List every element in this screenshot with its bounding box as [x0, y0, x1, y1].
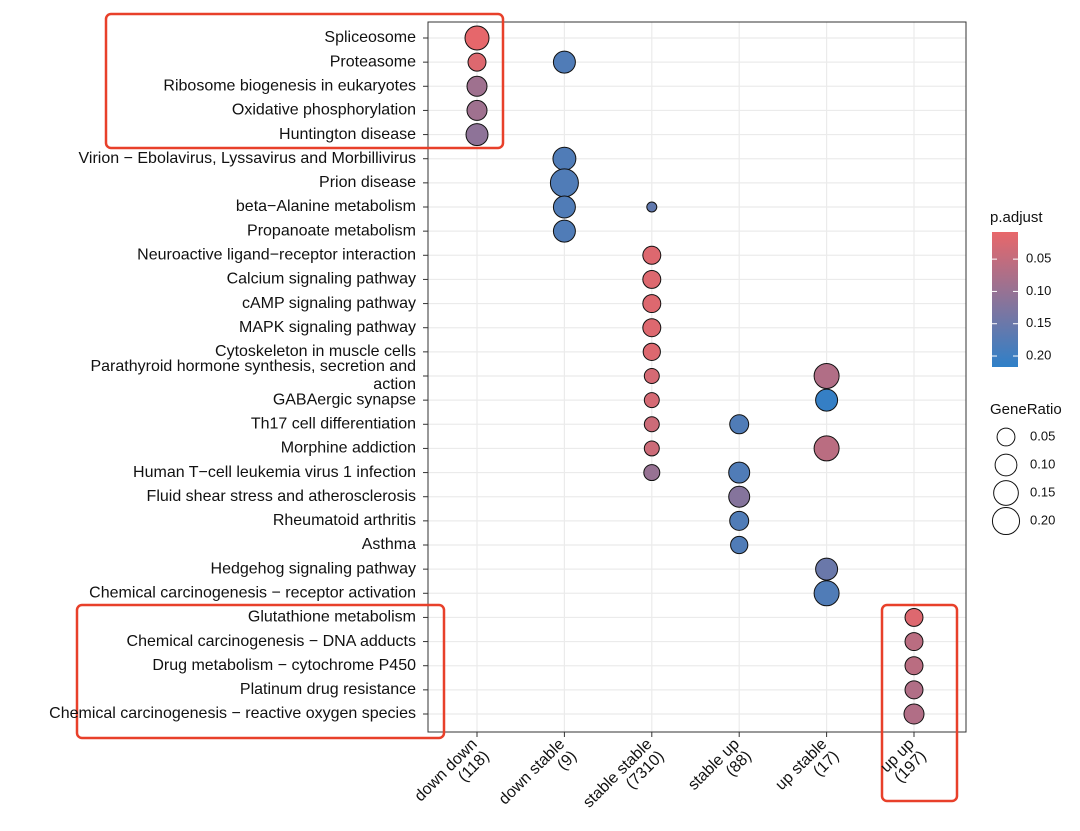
legend-label: 0.15: [1026, 315, 1051, 330]
dot: [730, 535, 749, 555]
y-tick-label: Chemical carcinogenesis − DNA adducts: [127, 633, 416, 650]
panel-border: [427, 21, 967, 733]
legend-title: p.adjust: [990, 209, 1043, 226]
y-tick-label: Fluid shear stress and atherosclerosis: [147, 488, 416, 505]
y-tick-label: Chemical carcinogenesis − reactive oxyge…: [49, 705, 416, 722]
y-tick-label: action: [373, 376, 416, 393]
dot: [549, 168, 579, 198]
dot: [642, 342, 661, 361]
x-tick-label: down stable: [496, 736, 568, 808]
legend-label: 0.10: [1026, 283, 1051, 298]
y-tick-label: MAPK signaling pathway: [239, 319, 416, 336]
dot: [467, 52, 487, 72]
y-tick-label: Oxidative phosphorylation: [232, 102, 416, 119]
dot: [466, 99, 488, 121]
dot: [904, 680, 924, 700]
dot: [813, 362, 840, 390]
y-tick-label: Asthma: [362, 536, 416, 553]
legend-label: 0.15: [1030, 484, 1055, 499]
legend-title: GeneRatio: [990, 401, 1062, 418]
dot: [642, 245, 662, 265]
dot: [552, 195, 576, 219]
x-tick-label-group: stable stable(7310): [580, 736, 668, 812]
legend-dot: [996, 427, 1016, 447]
dot: [815, 388, 839, 412]
dot: [813, 580, 840, 607]
dot: [552, 50, 576, 74]
dot: [466, 75, 488, 97]
y-tick-label: Drug metabolism − cytochrome P450: [152, 657, 416, 674]
dot: [815, 557, 839, 581]
highlight-box: [75, 603, 446, 740]
legend-label: 0.05: [1030, 428, 1055, 443]
panel: [428, 22, 966, 732]
highlight-box: [880, 603, 959, 803]
y-tick-label: Propanoate metabolism: [247, 222, 416, 239]
dot: [729, 510, 750, 531]
x-tick-label-group: stable up(88): [685, 736, 755, 794]
y-tick-label: Human T−cell leukemia virus 1 infection: [133, 464, 416, 481]
y-tick-label: Cytoskeleton in muscle cells: [215, 343, 416, 360]
legend-dot: [994, 453, 1018, 477]
y-tick-label: Hedgehog signaling pathway: [211, 560, 416, 577]
dot: [904, 607, 924, 627]
dot: [552, 219, 576, 243]
legend-label: 0.10: [1030, 456, 1055, 471]
highlight-box: [104, 12, 505, 150]
dot: [464, 25, 490, 51]
y-tick-label: Glutathione metabolism: [248, 609, 416, 626]
x-tick-label-group: down down(118): [412, 736, 493, 805]
y-tick-label: Rheumatoid arthritis: [273, 512, 416, 529]
x-tick-label-group: up stable(17): [772, 736, 842, 794]
dot: [904, 632, 924, 652]
y-tick-label: beta−Alanine metabolism: [236, 198, 416, 215]
legend-dot: [991, 506, 1021, 536]
legend-label: 0.20: [1030, 512, 1055, 527]
dot: [813, 435, 840, 462]
dot: [643, 440, 660, 457]
y-tick-label: Proteasome: [330, 53, 416, 70]
y-tick-label: Spliceosome: [324, 29, 416, 46]
y-tick-label: Morphine addiction: [281, 440, 416, 457]
y-tick-label: Parathyroid hormone synthesis, secretion…: [90, 358, 416, 375]
dot: [642, 318, 662, 338]
y-tick-label: cAMP signaling pathway: [242, 295, 416, 312]
dot: [552, 146, 577, 171]
legend-dot: [993, 480, 1019, 506]
y-tick-label: GABAergic synapse: [273, 391, 416, 408]
dot: [643, 392, 660, 409]
color-bar: [992, 232, 1018, 367]
y-tick-label: Virion − Ebolavirus, Lyssavirus and Morb…: [79, 150, 416, 167]
y-tick-label: Th17 cell differentiation: [251, 416, 416, 433]
y-tick-label: Neuroactive ligand−receptor interaction: [137, 247, 416, 264]
y-tick-label: Huntington disease: [279, 126, 416, 143]
dot: [642, 294, 662, 314]
x-tick-label-group: down stable(9): [496, 736, 580, 808]
legend-label: 0.20: [1026, 347, 1051, 362]
dot: [904, 656, 924, 676]
dot: [728, 461, 751, 484]
dot: [642, 269, 662, 289]
y-tick-label: Calcium signaling pathway: [227, 271, 416, 288]
dot: [728, 485, 751, 508]
y-tick-label: Platinum drug resistance: [240, 681, 416, 698]
dot: [729, 414, 750, 435]
legend-label: 0.05: [1026, 251, 1051, 266]
x-tick-label-group: up up(197): [877, 736, 929, 787]
dot: [465, 123, 489, 147]
y-tick-label: Chemical carcinogenesis − receptor activ…: [89, 585, 416, 602]
dot: [643, 464, 661, 482]
y-tick-label: Prion disease: [319, 174, 416, 191]
dot: [646, 201, 658, 213]
y-tick-label: Ribosome biogenesis in eukaryotes: [163, 78, 416, 95]
dot: [643, 368, 660, 384]
dot: [903, 703, 925, 725]
dot: [643, 416, 660, 433]
